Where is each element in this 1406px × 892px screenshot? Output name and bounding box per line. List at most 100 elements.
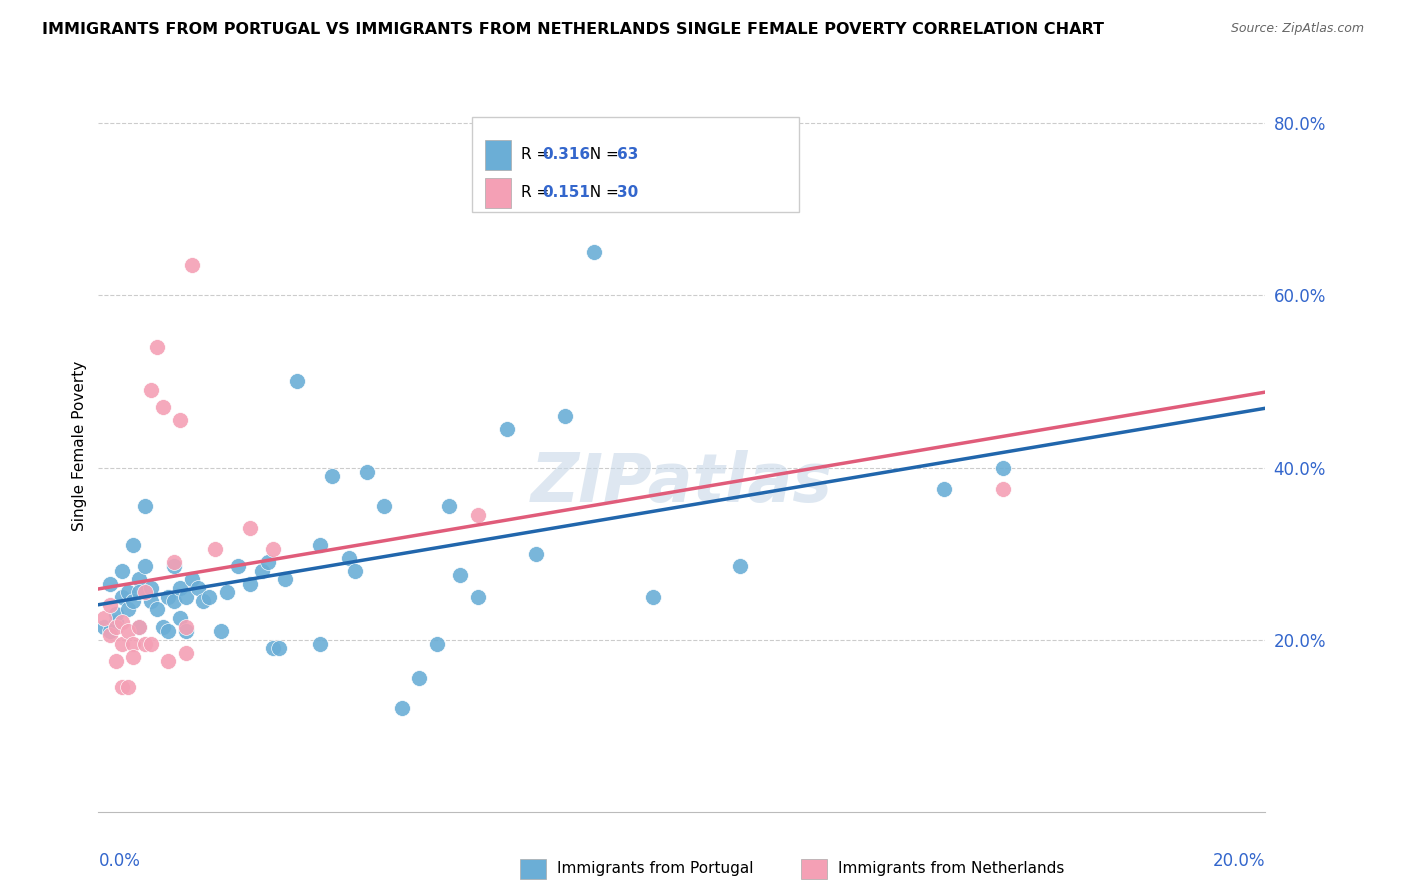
Text: Immigrants from Portugal: Immigrants from Portugal xyxy=(557,862,754,876)
Point xyxy=(391,701,413,715)
Point xyxy=(111,564,134,578)
Point xyxy=(239,576,262,591)
Point xyxy=(128,620,150,634)
Point xyxy=(117,680,139,694)
Text: 0.316: 0.316 xyxy=(543,147,591,162)
Point xyxy=(228,559,250,574)
Point xyxy=(139,594,162,608)
Point xyxy=(104,607,127,621)
Text: R =: R = xyxy=(520,147,554,162)
Point xyxy=(426,637,449,651)
Text: 30: 30 xyxy=(617,186,638,201)
Text: 0.151: 0.151 xyxy=(543,186,591,201)
Point xyxy=(730,559,752,574)
Point xyxy=(274,573,297,587)
Point xyxy=(187,581,209,595)
Text: IMMIGRANTS FROM PORTUGAL VS IMMIGRANTS FROM NETHERLANDS SINGLE FEMALE POVERTY CO: IMMIGRANTS FROM PORTUGAL VS IMMIGRANTS F… xyxy=(42,22,1104,37)
Point xyxy=(128,573,150,587)
Point xyxy=(496,422,519,436)
Point xyxy=(198,590,221,604)
Point xyxy=(215,585,238,599)
Point xyxy=(163,559,186,574)
Point xyxy=(467,508,489,522)
Point xyxy=(98,624,121,638)
Point xyxy=(139,383,162,397)
Text: ZIPatlas: ZIPatlas xyxy=(531,450,832,516)
Point xyxy=(163,555,186,569)
Point xyxy=(174,590,197,604)
Point xyxy=(169,611,191,625)
Point xyxy=(98,598,121,612)
Point xyxy=(117,602,139,616)
Point xyxy=(437,500,460,514)
Point xyxy=(122,538,145,552)
Point xyxy=(174,620,197,634)
Point xyxy=(98,576,121,591)
Point xyxy=(239,521,262,535)
Point xyxy=(98,628,121,642)
Text: 0.0%: 0.0% xyxy=(98,852,141,870)
Point xyxy=(991,482,1014,496)
Point xyxy=(152,401,174,415)
Point xyxy=(193,594,215,608)
Point xyxy=(934,482,956,496)
Point xyxy=(169,581,191,595)
Point xyxy=(139,637,162,651)
Point xyxy=(337,550,360,565)
Point xyxy=(209,624,232,638)
Point xyxy=(122,594,145,608)
Point xyxy=(309,538,332,552)
Point xyxy=(134,637,156,651)
Point xyxy=(128,585,150,599)
Point xyxy=(524,547,547,561)
Text: Immigrants from Netherlands: Immigrants from Netherlands xyxy=(838,862,1064,876)
Point xyxy=(180,573,202,587)
Point xyxy=(262,641,284,656)
Text: N =: N = xyxy=(579,147,623,162)
Point xyxy=(169,413,191,427)
Point xyxy=(134,559,156,574)
Text: R =: R = xyxy=(520,186,554,201)
Point xyxy=(449,568,471,582)
Point xyxy=(641,590,664,604)
Point xyxy=(146,340,169,354)
Point xyxy=(93,611,115,625)
Point xyxy=(344,564,367,578)
Point xyxy=(262,542,284,557)
Point xyxy=(117,585,139,599)
Point xyxy=(250,564,273,578)
Point xyxy=(157,624,180,638)
Point xyxy=(122,649,145,664)
Point xyxy=(174,624,197,638)
Point xyxy=(111,590,134,604)
Point xyxy=(146,602,169,616)
Point xyxy=(111,615,134,630)
Point xyxy=(356,465,378,479)
Point xyxy=(111,637,134,651)
Point xyxy=(134,585,156,599)
Point xyxy=(991,460,1014,475)
Text: Source: ZipAtlas.com: Source: ZipAtlas.com xyxy=(1230,22,1364,36)
Point xyxy=(139,581,162,595)
Y-axis label: Single Female Poverty: Single Female Poverty xyxy=(72,361,87,531)
Point xyxy=(104,654,127,668)
Text: 20.0%: 20.0% xyxy=(1213,852,1265,870)
Point xyxy=(554,409,576,423)
Point xyxy=(122,637,145,651)
Point xyxy=(134,500,156,514)
Point xyxy=(285,375,308,389)
Point xyxy=(163,594,186,608)
Point xyxy=(111,680,134,694)
Point xyxy=(180,258,202,272)
Point xyxy=(93,620,115,634)
Point xyxy=(157,654,180,668)
Point xyxy=(174,646,197,660)
Point xyxy=(104,620,127,634)
Point xyxy=(256,555,278,569)
Point xyxy=(152,620,174,634)
Point xyxy=(373,500,395,514)
Point xyxy=(117,624,139,638)
Point xyxy=(408,671,430,685)
Text: 63: 63 xyxy=(617,147,638,162)
Point xyxy=(321,469,343,483)
